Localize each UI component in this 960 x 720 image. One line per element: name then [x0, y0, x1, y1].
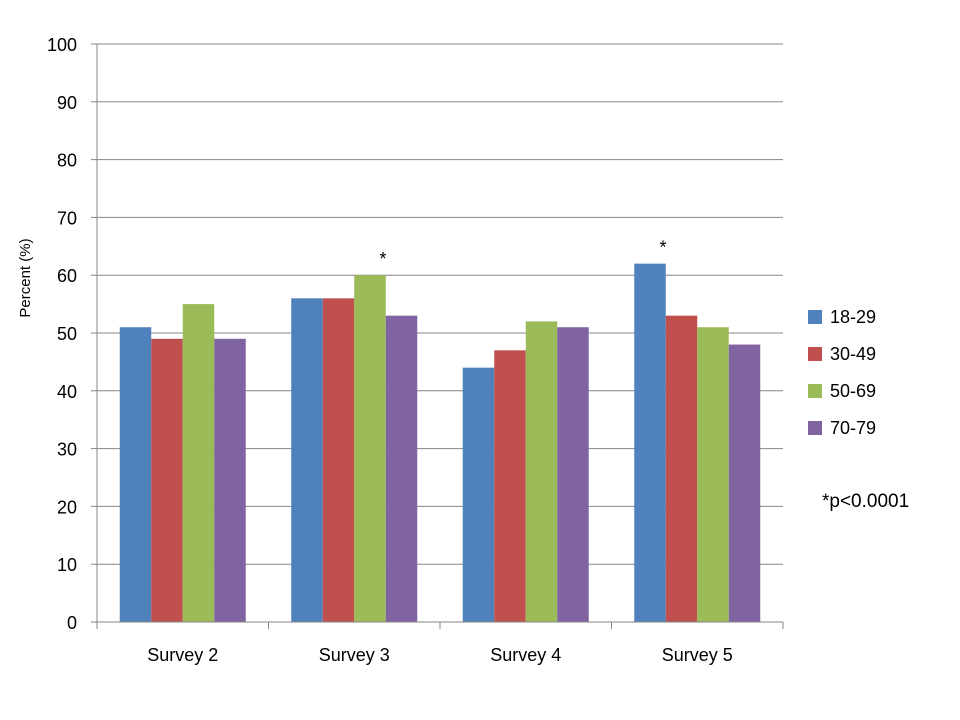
legend-label: 50-69	[830, 381, 876, 401]
legend-label: 18-29	[830, 307, 876, 327]
y-tick-label: 100	[47, 35, 77, 55]
legend-swatch	[808, 310, 822, 324]
x-tick-label: Survey 5	[662, 645, 733, 665]
x-tick-label: Survey 3	[319, 645, 390, 665]
x-tick-label: Survey 2	[147, 645, 218, 665]
bar-50-69-survey-2	[182, 304, 215, 622]
bar-18-29-survey-3	[291, 298, 323, 622]
bar-70-79-survey-4	[557, 327, 589, 622]
bar-50-69-survey-4	[525, 321, 558, 622]
y-axis-label: Percent (%)	[17, 238, 34, 317]
bar-70-79-survey-2	[214, 338, 246, 622]
legend-swatch	[808, 347, 822, 361]
bar-50-69-survey-5	[697, 327, 729, 622]
y-tick-label: 80	[57, 151, 77, 171]
y-tick-label: 0	[67, 613, 77, 633]
y-tick-label: 40	[57, 382, 77, 402]
bar-70-79-survey-5	[728, 344, 761, 622]
y-tick-labels: 0 10 20 30 40 50 60 70 80 90 100	[47, 35, 77, 633]
y-tick-label: 10	[57, 555, 77, 575]
legend-swatch	[808, 421, 822, 435]
significance-marker: *	[379, 249, 386, 269]
y-tick-label: 60	[57, 266, 77, 286]
bar-30-49-survey-2	[151, 338, 183, 622]
annotations: **	[379, 238, 666, 270]
x-tick-labels: Survey 2 Survey 3 Survey 4 Survey 5	[147, 645, 733, 665]
legend: 18-29 30-49 50-69 70-79	[808, 307, 876, 438]
bar-30-49-survey-5	[665, 315, 698, 622]
bar-70-79-survey-3	[385, 315, 418, 622]
legend-label: 30-49	[830, 344, 876, 364]
legend-swatch	[808, 384, 822, 398]
bar-50-69-survey-3	[354, 275, 386, 622]
y-tick-label: 20	[57, 497, 77, 517]
bar-18-29-survey-2	[119, 327, 152, 622]
significance-marker: *	[659, 238, 666, 258]
footnote: *p<0.0001	[822, 491, 909, 512]
y-tick-label: 30	[57, 440, 77, 460]
y-tick-label: 90	[57, 93, 77, 113]
axes	[96, 44, 784, 629]
bars	[119, 263, 761, 622]
bar-18-29-survey-5	[634, 263, 666, 622]
bar-18-29-survey-4	[462, 367, 495, 622]
legend-label: 70-79	[830, 418, 876, 438]
bar-30-49-survey-4	[494, 350, 526, 622]
x-tick-label: Survey 4	[490, 645, 561, 665]
y-tick-label: 50	[57, 324, 77, 344]
y-tick-label: 70	[57, 208, 77, 228]
bar-30-49-survey-3	[322, 298, 355, 622]
